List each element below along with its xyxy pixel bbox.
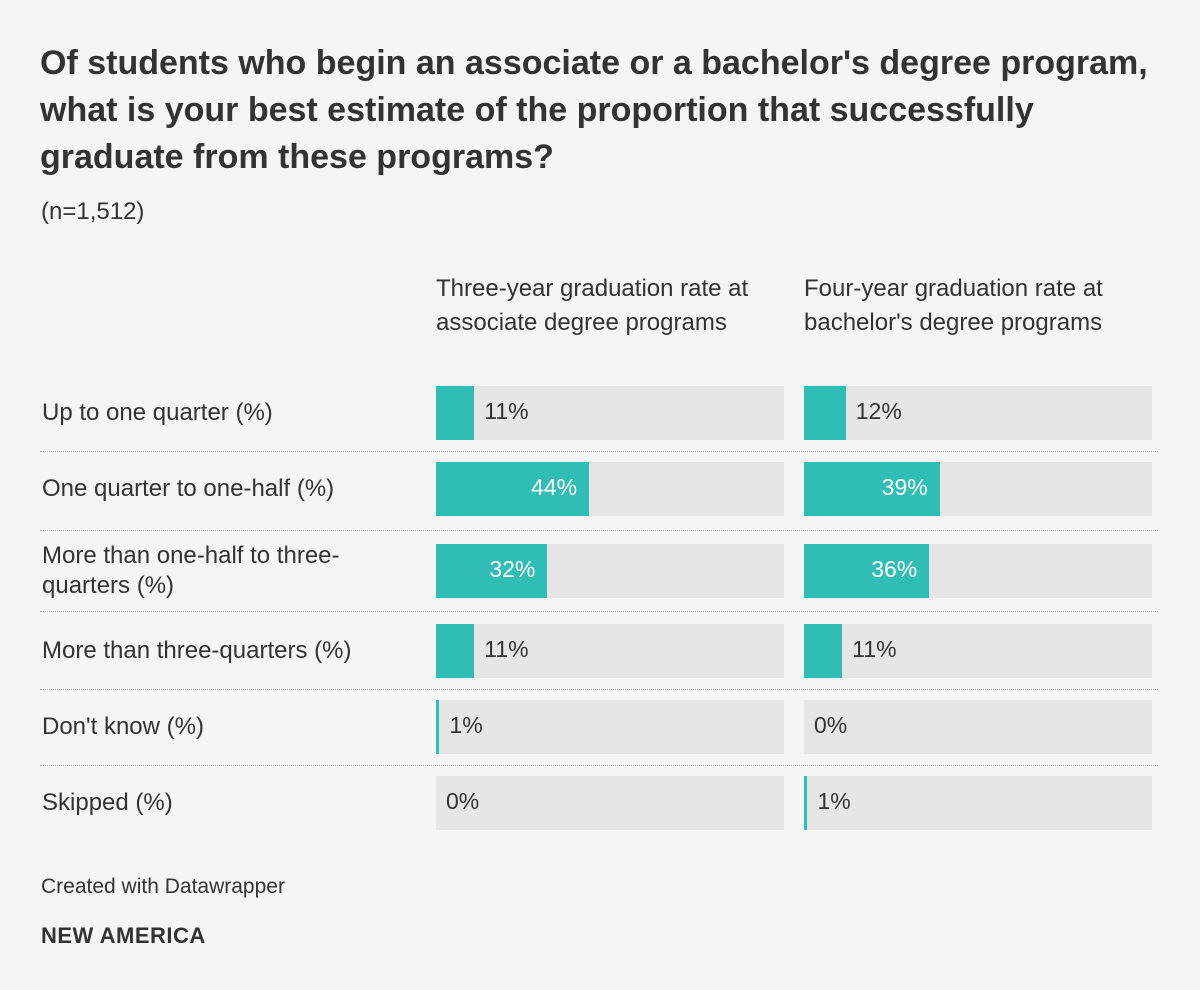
row-label: More than three-quarters (%) [42, 637, 352, 664]
bar[interactable] [436, 700, 439, 754]
value-label: 0% [814, 712, 848, 738]
bar-track: 11% [436, 386, 784, 440]
bar-track: 39% [804, 462, 1152, 516]
value-label: 1% [817, 788, 851, 814]
bar[interactable] [804, 462, 940, 516]
value-label: 39% [881, 474, 928, 500]
value-label: 11% [852, 636, 897, 662]
row-divider [40, 451, 1158, 452]
row-divider [40, 689, 1158, 690]
row-label: One quarter to one-half (%) [42, 475, 335, 502]
bar[interactable] [436, 624, 475, 678]
chart-subtitle: (n=1,512) [41, 198, 145, 225]
bar-track: 1% [804, 776, 1152, 830]
column-header-2: Four-year graduation rate at bachelor's … [804, 275, 1103, 336]
credit-text[interactable]: Created with Datawrapper [41, 875, 285, 898]
bar[interactable] [436, 544, 548, 598]
bar-track: 1% [436, 700, 784, 754]
bar[interactable] [804, 386, 846, 440]
row-label: More than one-half to three-quarters (%) [42, 542, 340, 599]
value-label: 44% [531, 474, 578, 500]
value-label: 12% [855, 398, 902, 424]
row-label: Don't know (%) [42, 713, 204, 740]
bar-track: 0% [436, 776, 784, 830]
value-label: 36% [871, 556, 918, 582]
value-label: 11% [484, 398, 529, 424]
bar[interactable] [436, 386, 475, 440]
row-label: Skipped (%) [42, 789, 173, 816]
value-label: 32% [489, 556, 536, 582]
row-divider [40, 530, 1158, 531]
column-header-1: Three-year graduation rate at associate … [436, 275, 749, 336]
bar[interactable] [804, 544, 930, 598]
value-label: 1% [449, 712, 483, 738]
bar[interactable] [804, 776, 807, 830]
chart-title: Of students who begin an associate or a … [40, 44, 1148, 176]
row-label: Up to one quarter (%) [42, 399, 273, 426]
row-divider [40, 611, 1158, 612]
bar[interactable] [804, 624, 843, 678]
value-label: 0% [446, 788, 480, 814]
bar-track: 12% [804, 386, 1152, 440]
row-divider [40, 765, 1158, 766]
bar-track: 32% [436, 544, 784, 598]
bar-track: 44% [436, 462, 784, 516]
bar-track: 11% [436, 624, 784, 678]
new-america-logo: NEW AMERICA [41, 923, 206, 948]
bar-track: 11% [804, 624, 1152, 678]
bar[interactable] [436, 462, 590, 516]
value-label: 11% [484, 636, 529, 662]
bar-track: 0% [804, 700, 1152, 754]
bar-track: 36% [804, 544, 1152, 598]
